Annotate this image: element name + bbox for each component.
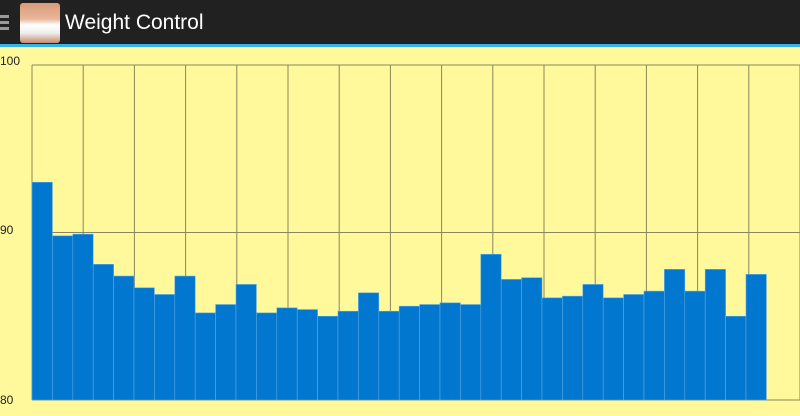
bar xyxy=(745,274,767,401)
bar xyxy=(541,297,563,401)
bar xyxy=(317,315,339,401)
bar xyxy=(562,295,584,401)
bar xyxy=(337,310,359,401)
bar xyxy=(480,253,502,401)
bar xyxy=(439,302,461,401)
bar xyxy=(276,307,298,401)
bar xyxy=(521,277,543,401)
bar xyxy=(296,309,318,401)
bar xyxy=(684,290,706,401)
bar xyxy=(602,297,624,401)
bar xyxy=(133,287,155,401)
bar xyxy=(500,279,522,401)
weight-bar-chart: 100 90 80 xyxy=(0,54,800,407)
bar xyxy=(460,304,482,401)
bar xyxy=(215,304,237,401)
y-tick-90: 90 xyxy=(0,223,14,237)
bar xyxy=(52,235,74,401)
bar xyxy=(154,294,176,401)
app-logo-icon[interactable] xyxy=(20,3,60,43)
app-title: Weight Control xyxy=(65,11,204,34)
bar xyxy=(704,269,726,401)
bar xyxy=(72,233,94,401)
bar xyxy=(398,305,420,401)
bar xyxy=(623,294,645,401)
bar xyxy=(582,284,604,401)
action-bar: Weight Control xyxy=(0,0,800,47)
bar xyxy=(92,264,114,401)
bar xyxy=(235,284,257,401)
y-tick-100: 100 xyxy=(0,54,20,68)
bar xyxy=(31,181,53,401)
hamburger-menu-icon[interactable] xyxy=(0,15,9,31)
bar xyxy=(174,275,196,401)
bar xyxy=(194,312,216,401)
bar xyxy=(378,310,400,401)
bar xyxy=(725,315,747,401)
bar xyxy=(256,312,278,401)
bar xyxy=(664,269,686,401)
bar xyxy=(358,292,380,401)
bar xyxy=(419,304,441,401)
bar xyxy=(643,290,665,401)
bars xyxy=(31,181,767,401)
y-tick-80: 80 xyxy=(0,393,14,407)
bar xyxy=(113,275,135,401)
